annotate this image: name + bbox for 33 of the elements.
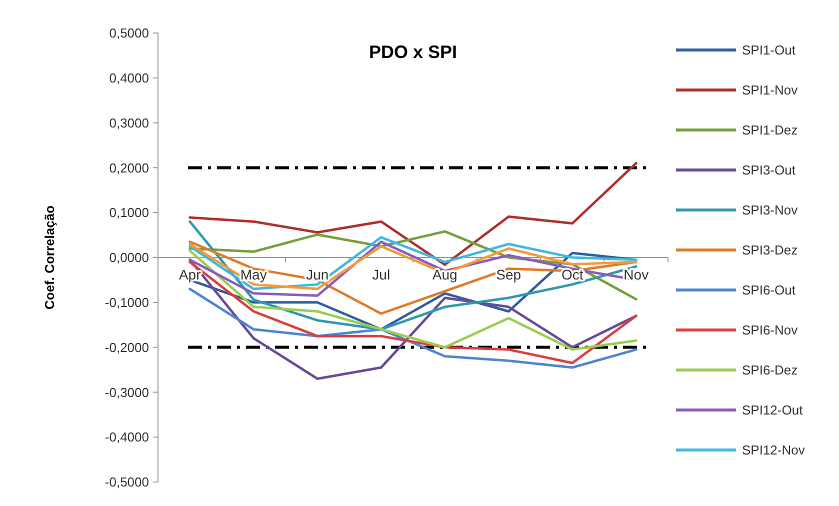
legend-label: SPI1-Nov	[742, 82, 798, 98]
line-series	[188, 288, 638, 369]
legend-label: SPI3-Dez	[742, 242, 798, 258]
x-tick-label: Sep	[496, 266, 522, 282]
legend-label: SPI6-Dez	[742, 362, 798, 378]
y-tick-label: 0,4000	[109, 70, 149, 86]
y-tick-label: 0,0000	[109, 250, 149, 266]
legend-label: SPI1-Out	[742, 42, 796, 58]
text: PDO x SPI	[368, 42, 458, 62]
x-tick-label: May	[240, 266, 267, 282]
y-tick-label: 0,5000	[109, 26, 149, 41]
legend-label: SPI12-Out	[742, 402, 804, 418]
line-series	[188, 162, 638, 266]
y-tick-label: -0,3000	[104, 384, 149, 400]
y-tick-label: -0,2000	[104, 340, 149, 355]
legend-label: SPI3-Nov	[742, 202, 798, 218]
x-tick-label: Aug	[432, 266, 458, 282]
y-tick-label: -0,5000	[104, 474, 149, 490]
x-tick-label: Jul	[372, 266, 390, 282]
y-tick-label: -0,4000	[104, 430, 149, 445]
x-tick-label: Apr	[178, 266, 202, 282]
y-tick-label: 0,2000	[109, 160, 149, 176]
legend-label: SPI3-Out	[742, 162, 796, 178]
legend-label: SPI6-Nov	[742, 322, 798, 338]
x-tick-label: Jun	[306, 266, 329, 282]
x-tick-label: Nov	[624, 266, 649, 282]
legend-label: SPI6-Out	[742, 282, 796, 298]
y-tick-label: -0,1000	[104, 294, 149, 310]
y-tick-label: 0,3000	[109, 115, 149, 130]
y-axis-title: Coef. Correlação	[42, 205, 57, 310]
legend-label: SPI1-Dez	[742, 122, 798, 138]
y-tick-label: 0,1000	[109, 205, 149, 220]
legend-label: SPI12-Nov	[742, 442, 806, 458]
